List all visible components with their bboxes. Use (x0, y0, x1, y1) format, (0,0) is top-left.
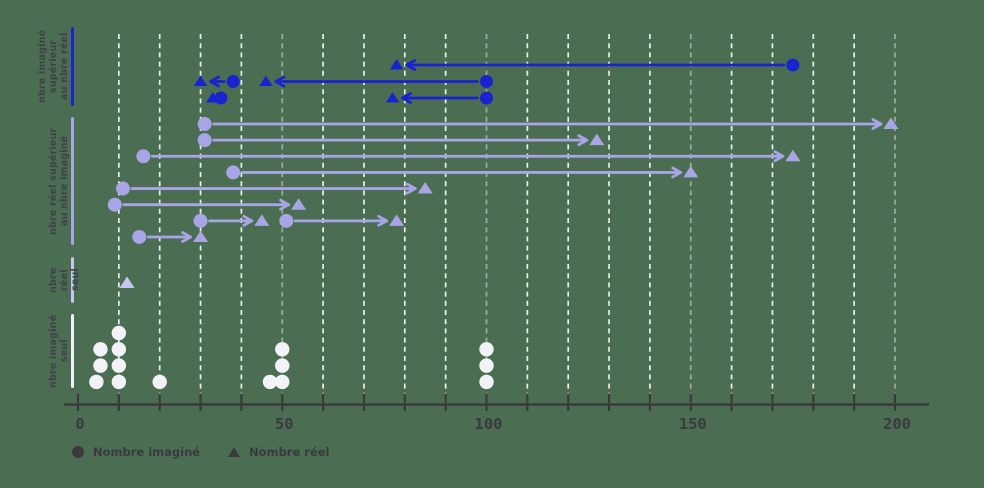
imagined-circle-marker (136, 149, 151, 164)
section-bar-reel-seul (71, 257, 75, 303)
section-bar-imagine-seul (71, 314, 75, 388)
imagined-circle-marker (479, 374, 494, 390)
section-label-imagine-superieur: nbre imaginé supérieur au nbre réel (37, 29, 70, 104)
imagined-circle-marker (197, 133, 212, 148)
imagined-circle-marker (111, 374, 127, 390)
imagined-circle-marker (479, 342, 494, 357)
dumbbell-arrowhead (377, 214, 389, 227)
imagined-circle-marker (279, 213, 294, 228)
dumbbell-arrowhead (242, 214, 254, 227)
legend-label: Nombre imaginé (93, 445, 201, 459)
imagined-circle-marker (275, 342, 290, 357)
legend-item-imagine: Nombre imaginé (72, 445, 200, 459)
dumbbell-arrowhead (405, 59, 417, 71)
imagined-circle-marker (193, 213, 208, 228)
real-triangle-marker (291, 198, 307, 210)
dumbbell-arrowhead (209, 75, 220, 88)
dumbbell-arrowhead (773, 150, 785, 163)
real-triangle-marker (385, 92, 400, 103)
real-triangle-marker (389, 59, 404, 70)
imagined-circle-marker (111, 342, 127, 357)
imagined-circle-marker (479, 358, 494, 373)
legend: Nombre imaginé Nombre réel (72, 445, 330, 459)
dumbbell-arrowhead (274, 75, 286, 88)
legend-label: Nombre réel (249, 445, 330, 459)
dumbbell-arrowhead (181, 231, 192, 243)
section-bar-imagine-superieur (71, 27, 75, 106)
imagined-circle-marker (111, 358, 127, 373)
dumbbell-arrowhead (405, 182, 417, 195)
imagined-circle-marker (226, 75, 240, 88)
real-triangle-marker (883, 117, 899, 129)
dumbbell-arrowhead (401, 92, 412, 104)
real-triangle-marker (389, 214, 405, 226)
imagined-circle-marker (480, 75, 493, 88)
dumbbell-arrowhead (871, 118, 883, 130)
imagined-circle-marker (786, 58, 800, 72)
x-tick-label-200: 200 (883, 415, 911, 433)
real-triangle-marker (785, 149, 801, 162)
imagined-circle-marker (262, 374, 278, 390)
circle-icon (72, 446, 84, 458)
real-triangle-marker (589, 133, 605, 146)
imagined-circle-marker (132, 229, 147, 244)
real-triangle-marker (259, 75, 273, 86)
section-label-reel-superieur: nbre réel supérieur au nbre imaginé (48, 127, 70, 235)
imagined-circle-marker (107, 197, 122, 212)
dumbbell-arrowhead (671, 166, 683, 179)
section-label-reel-seul: nbre réel seul (48, 267, 81, 293)
section-bar-reel-superieur (71, 117, 75, 245)
imagined-circle-marker (275, 358, 290, 373)
imagined-circle-marker (480, 91, 493, 105)
real-triangle-marker (683, 165, 699, 178)
dumbbell-arrowhead (577, 134, 589, 147)
imagined-circle-marker (197, 117, 212, 131)
imagined-circle-marker (275, 374, 290, 390)
imagined-circle-marker (93, 358, 108, 373)
section-label-imagine-seul: nbre imaginé seul (48, 314, 70, 388)
plot-area: 0 50 100 150 200 (64, 34, 929, 433)
imagined-circle-marker (93, 342, 108, 357)
legend-item-reel: Nombre réel (228, 445, 330, 459)
real-triangle-marker (254, 214, 270, 226)
x-tick-label-100: 100 (475, 415, 503, 433)
x-tick-label-50: 50 (275, 415, 294, 433)
x-tick-label-150: 150 (679, 415, 707, 433)
imagined-circle-marker (214, 91, 228, 105)
x-tick-label-0: 0 (75, 415, 84, 433)
real-triangle-marker (417, 182, 433, 194)
imagined-circle-marker (226, 165, 241, 180)
real-triangle-marker (119, 276, 135, 288)
imagined-circle-marker (89, 374, 104, 390)
imagined-circle-marker (115, 181, 130, 196)
real-triangle-marker (193, 75, 208, 86)
imagined-circle-marker (152, 374, 167, 390)
dumbbell-arrowhead (279, 198, 290, 211)
imagined-circle-marker (111, 325, 127, 341)
triangle-icon (228, 447, 241, 457)
real-triangle-marker (193, 230, 209, 242)
